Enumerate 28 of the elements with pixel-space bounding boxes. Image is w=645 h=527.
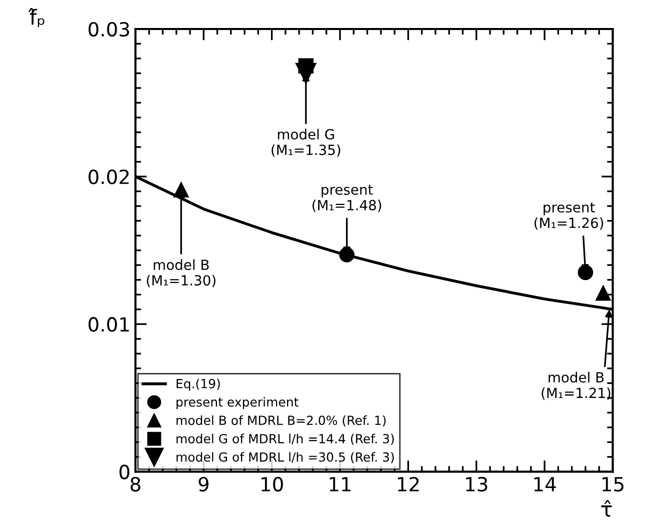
legend-label: model B of MDRL B=2.0% (Ref. 1) [176,415,386,427]
point [339,247,354,262]
point [596,285,611,301]
point [173,182,189,198]
y-tick-label: 0 [120,464,130,480]
annotation: model B (M₁=1.30) [146,259,216,288]
legend-label: present experiment [176,397,298,410]
x-tick-label: 12 [398,476,419,492]
x-tick-label: 14 [534,477,556,492]
y-tick-label: 0.02 [88,170,129,184]
x-tick-label: 8 [130,476,140,492]
x-tick-label: 11 [330,477,351,492]
annotation: present (M₁=1.48) [312,184,382,212]
legend-label: model G of MDRL l/h =14.4 (Ref. 3) [176,434,394,445]
y-tick-label: 0.03 [88,22,130,37]
legend-label: Eq.(19) [176,378,220,391]
legend-label: model G of MDRL l/h =30.5 (Ref. 3) [176,452,394,464]
x-tick-label: 13 [466,476,488,492]
y-axis-title: f̂ₚ [28,8,44,28]
x-axis-title: τ̂ [601,500,612,517]
x-tick-label: 15 [602,477,624,492]
x-tick-label: 9 [198,476,208,492]
point [578,264,594,280]
y-tick-label: 0.01 [88,317,129,332]
annotation: model B (M₁=1.21) [542,372,610,400]
x-tick-label: 10 [262,476,283,492]
annotation: present (M₁=1.26) [534,202,604,230]
annotation: model G (M₁=1.35) [272,128,340,157]
